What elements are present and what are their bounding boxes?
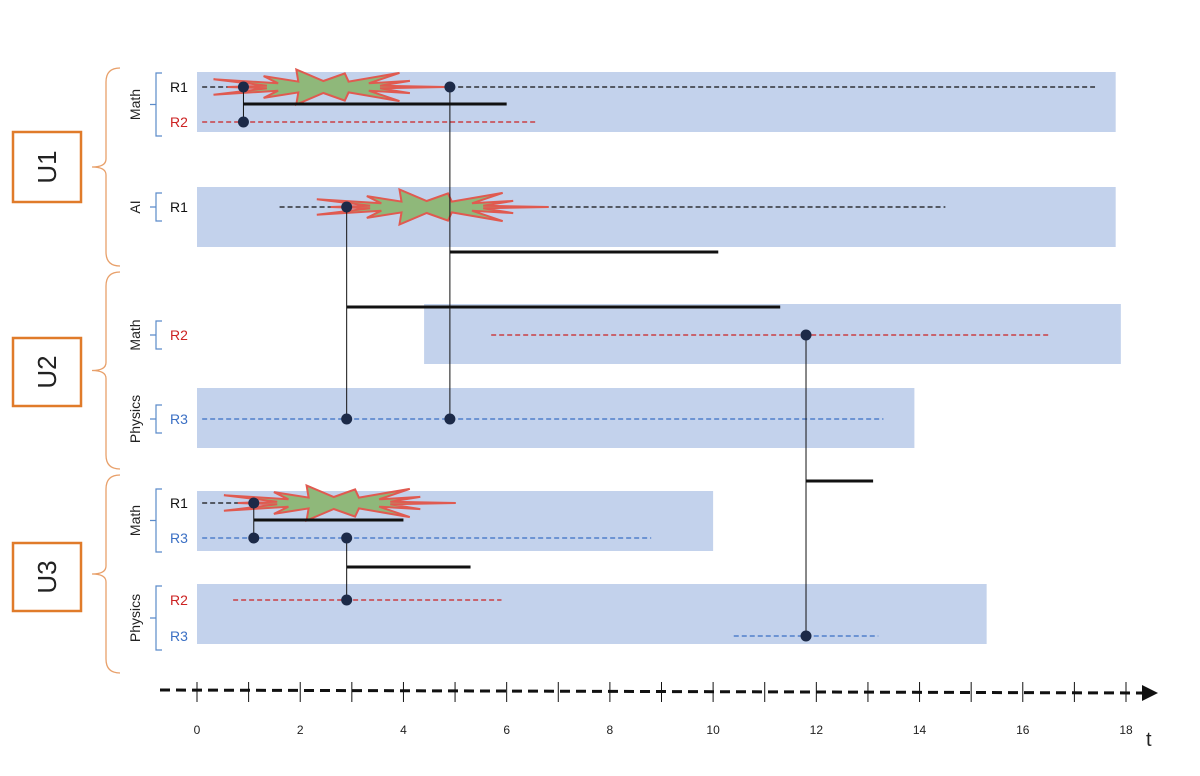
unit-brace-u2 (91, 271, 121, 470)
group-label: Math (127, 89, 143, 120)
event-dot (341, 413, 353, 425)
row-label-u3-math-r3: R3 (170, 530, 188, 546)
group-label: Physics (127, 395, 143, 443)
row-label-u1-math-r2: R2 (170, 114, 188, 130)
axis-label: t (1146, 729, 1152, 751)
unit-box-u1 (11, 130, 83, 204)
group-label: Physics (127, 594, 143, 642)
event-dot (341, 594, 353, 606)
axis-line (159, 688, 1143, 695)
event-dot (341, 201, 353, 213)
unit-label-u2: U2 (32, 355, 62, 388)
axis-tick-label: 14 (913, 723, 927, 737)
time-axis: 0 2 4 6 8 10 12 14 16 18 t (159, 682, 1158, 751)
group-brace (150, 404, 162, 434)
axis-tick-label: 2 (297, 723, 304, 737)
row-label-u3-physics-r2: R2 (170, 592, 188, 608)
unit-brace-u1 (91, 67, 121, 267)
row-label-u3-physics-r3: R3 (170, 628, 188, 644)
row-labels: Math R1 R2 AI R1 Math R2 Physics R3 Math R1 R3 Physi… (127, 72, 188, 651)
band-u2-physics (197, 388, 915, 448)
group-label: AI (127, 200, 143, 213)
band-u3-physics (197, 584, 987, 644)
group-brace (150, 585, 162, 651)
group-brace (150, 320, 162, 350)
event-dot (444, 81, 456, 93)
unit-label-u1: U1 (32, 150, 62, 183)
row-label-u2-math-r2: R2 (170, 327, 188, 343)
burst-markers (213, 67, 549, 523)
band-u1-ai (197, 187, 1116, 247)
unit-box-u2 (11, 336, 83, 408)
event-dot (800, 329, 812, 341)
axis-tick-label: 0 (194, 723, 201, 737)
burst-u1-ai (316, 187, 549, 227)
unit-label-u3: U3 (32, 560, 62, 593)
axis-tick-label: 10 (706, 723, 720, 737)
axis-tick-label: 8 (607, 723, 614, 737)
group-label: Math (127, 319, 143, 350)
event-dot (248, 532, 260, 544)
group-brace (150, 192, 162, 222)
unit-box-u3 (11, 541, 83, 613)
row-label-u1-ai-r1: R1 (170, 199, 188, 215)
band-u2-math (424, 304, 1121, 364)
group-label: Math (127, 505, 143, 536)
event-dot (800, 630, 812, 642)
row-label-u1-math-r1: R1 (170, 79, 188, 95)
axis-arrow-icon (1142, 685, 1158, 701)
event-dot (237, 116, 249, 128)
event-dot (444, 413, 456, 425)
row-label-u2-physics-r3: R3 (170, 411, 188, 427)
axis-tick-label: 18 (1119, 723, 1133, 737)
axis-tick-label: 4 (400, 723, 407, 737)
row-label-u3-math-r1: R1 (170, 495, 188, 511)
axis-tick-label: 6 (503, 723, 510, 737)
unit-labels: U1 U2 U3 (11, 67, 121, 674)
unit-brace-u3 (91, 474, 121, 674)
sync-events (237, 81, 874, 642)
group-brace (150, 72, 162, 137)
axis-tick-label: 12 (810, 723, 824, 737)
burst-u1-math (213, 67, 446, 107)
group-brace (150, 488, 162, 553)
burst-u3-math (223, 483, 456, 523)
event-dot (248, 497, 260, 509)
event-dot (237, 81, 249, 93)
event-dot (341, 532, 353, 544)
axis-tick-label: 16 (1016, 723, 1030, 737)
activity-bands (197, 72, 1121, 644)
